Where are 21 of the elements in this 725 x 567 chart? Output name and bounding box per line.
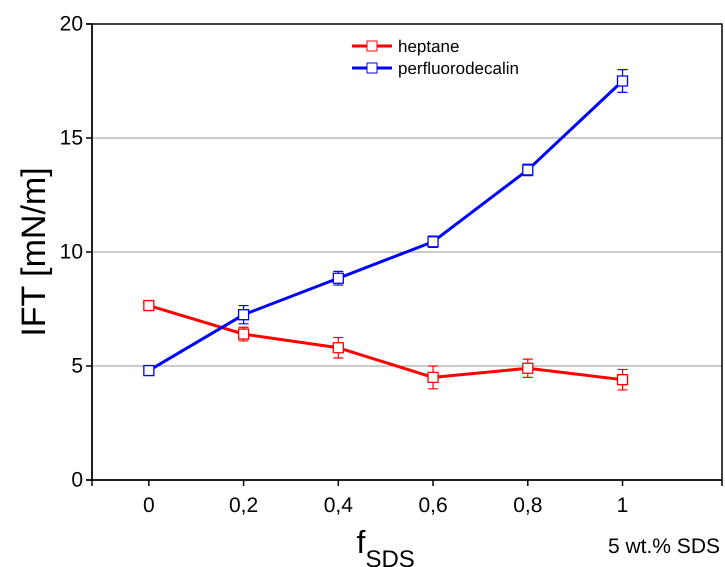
point [143, 300, 154, 312]
point [522, 362, 534, 374]
point [616, 374, 628, 386]
y-tick-label: 20 [60, 12, 83, 36]
text: 5 wt.% SDS [608, 535, 720, 558]
legend-label: heptane [398, 37, 460, 56]
x-tick-label: 0,2 [228, 494, 258, 518]
x-tick-label: 0,8 [513, 494, 542, 518]
x-tick-label: 0,6 [418, 494, 448, 518]
point [427, 372, 439, 384]
x-axis-title: f$_{SDS}$ [356, 524, 415, 567]
x-tick-label: 1 [616, 494, 628, 518]
y-axis-title: IFT [mN/m] [15, 167, 53, 337]
legend-label: perfluorodecalin [398, 59, 519, 78]
x-tick-label: 0,4 [324, 494, 354, 518]
point [332, 342, 344, 354]
y-tick-label: 15 [60, 126, 83, 150]
x-tick-label: 0 [143, 494, 155, 518]
y-tick-label: 0 [71, 468, 83, 492]
y-tick-label: 10 [60, 240, 83, 264]
y-tick-label: 5 [71, 354, 83, 378]
